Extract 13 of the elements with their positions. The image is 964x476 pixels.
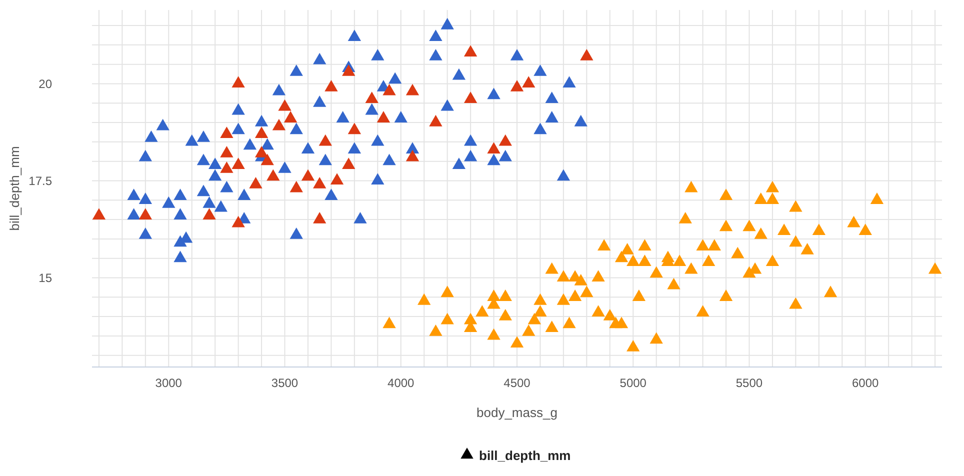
x-axis-title: body_mass_g <box>476 405 558 420</box>
y-tick-label: 17.5 <box>28 174 52 188</box>
y-axis-title: bill_depth_mm <box>7 146 22 231</box>
x-tick-label: 6000 <box>852 376 880 390</box>
y-tick-label: 20 <box>38 76 52 91</box>
y-tick-label: 15 <box>38 270 52 285</box>
x-tick-label: 5500 <box>736 376 763 390</box>
text: bill_depth_mm <box>479 448 571 463</box>
x-tick-label: 4500 <box>504 376 531 390</box>
x-tick-label: 3500 <box>271 376 298 390</box>
x-tick-label: 3000 <box>155 376 182 390</box>
x-tick-label: 5000 <box>620 376 647 390</box>
x-tick-label: 4000 <box>388 376 415 390</box>
